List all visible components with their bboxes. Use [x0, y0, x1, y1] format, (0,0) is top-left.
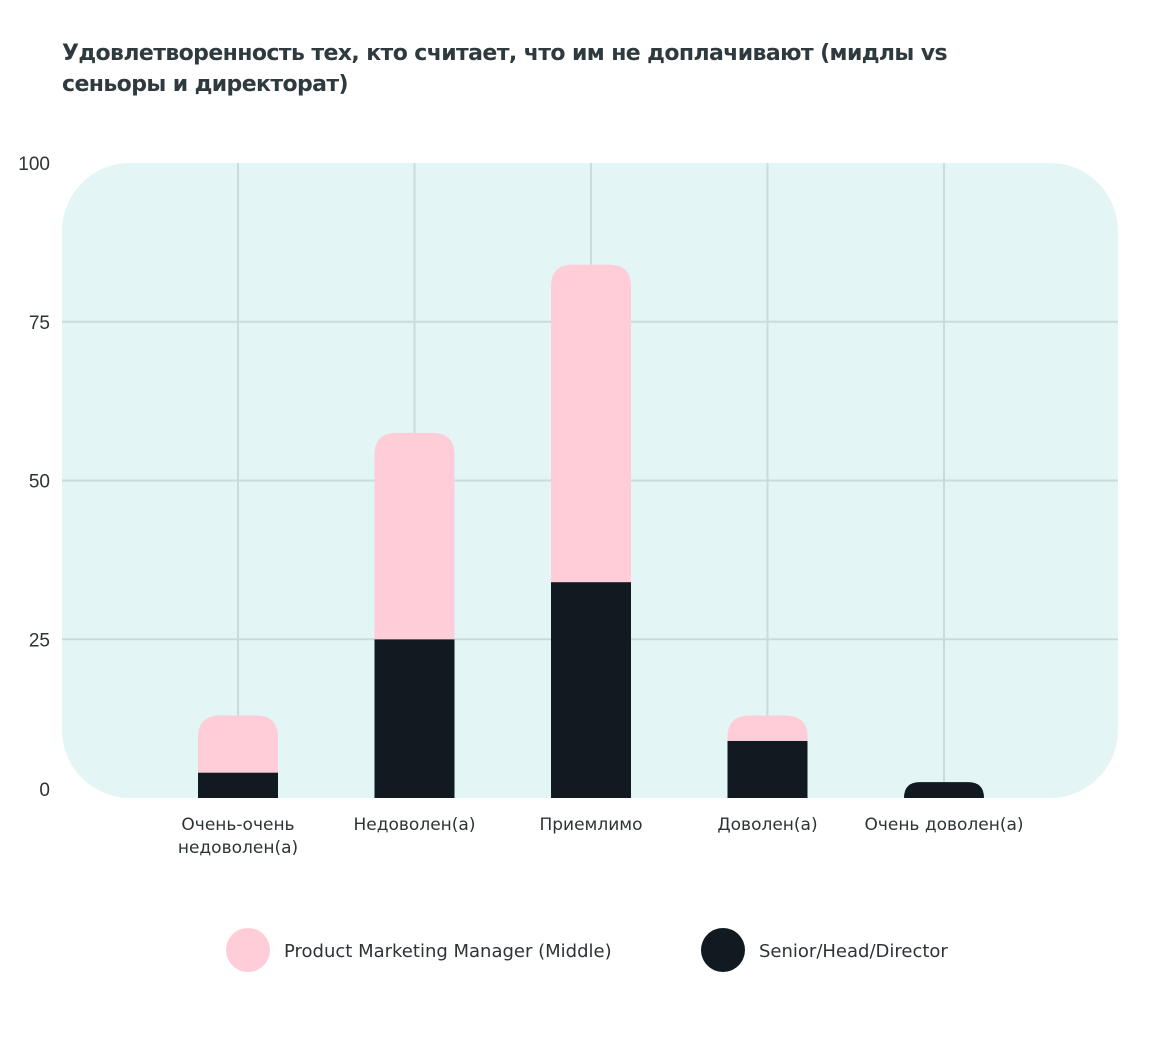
legend-label: Product Marketing Manager (Middle)	[284, 941, 612, 962]
y-tick-label: 25	[29, 630, 50, 651]
bar-senior-head-director	[374, 639, 455, 798]
legend-swatch	[701, 928, 745, 972]
y-tick-label: 100	[18, 154, 50, 175]
x-tick-label: Очень доволен(а)	[864, 815, 1023, 835]
bar-senior-head-director	[904, 782, 984, 798]
y-tick-label: 0	[39, 780, 50, 801]
bar-product-marketing-manager-middle	[727, 715, 808, 741]
bar-product-marketing-manager-middle	[198, 715, 278, 773]
chart-title: Удовлетворенность тех, кто считает, что …	[62, 41, 948, 97]
legend-label: Senior/Head/Director	[759, 941, 948, 962]
x-tick-label: Доволен(а)	[717, 815, 817, 835]
bar-product-marketing-manager-middle	[551, 264, 631, 583]
y-tick-label: 75	[29, 313, 50, 334]
x-tick-label: Приемлимо	[539, 815, 642, 835]
bar-senior-head-director	[198, 772, 278, 798]
bar-senior-head-director	[727, 740, 808, 798]
bar-product-marketing-manager-middle	[374, 432, 455, 640]
legend-swatch	[226, 928, 270, 972]
bar-senior-head-director	[551, 582, 631, 798]
x-tick-label: Очень-очень недоволен(а)	[178, 815, 298, 858]
x-tick-label: Недоволен(а)	[354, 815, 476, 835]
y-tick-label: 50	[29, 472, 50, 493]
